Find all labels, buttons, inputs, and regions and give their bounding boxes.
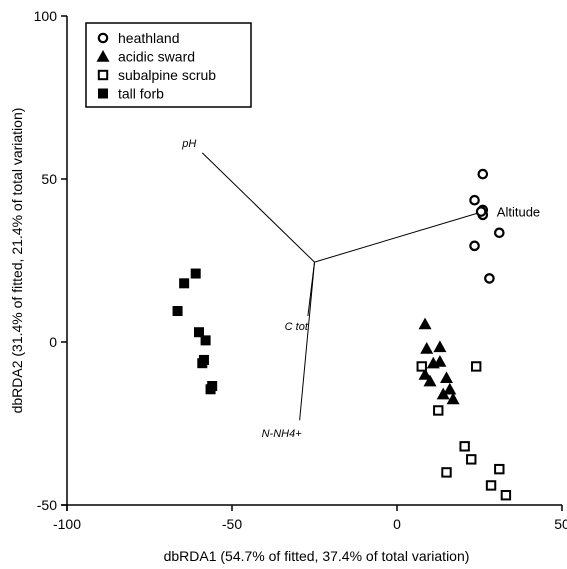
- y-tick-label: 0: [49, 334, 57, 350]
- point-heathland: [493, 227, 505, 239]
- point-subalpine-scrub: [441, 467, 452, 478]
- y-axis-title: dbRDA2 (31.4% of fitted, 21.4% of total …: [9, 108, 25, 414]
- point-acidic-sward: [440, 371, 453, 384]
- point-acidic-sward: [418, 317, 432, 330]
- x-tick-label: -50: [222, 516, 242, 532]
- point-tall-forb: [179, 278, 190, 289]
- vector-label: N-NH4+: [262, 428, 303, 440]
- point-subalpine-scrub: [500, 490, 512, 501]
- point-heathland: [484, 273, 495, 284]
- point-subalpine-scrub: [459, 441, 470, 452]
- legend-label: tall forb: [118, 86, 164, 102]
- y-tick-label: -50: [37, 497, 57, 513]
- point-tall-forb: [172, 306, 183, 317]
- x-tick-label: -100: [53, 516, 81, 532]
- point-acidic-sward: [423, 374, 437, 387]
- point-subalpine-scrub: [471, 361, 482, 372]
- legend-label: acidic sward: [118, 49, 195, 65]
- y-tick-label: 100: [34, 8, 58, 24]
- point-acidic-sward: [446, 392, 460, 405]
- point-heathland: [475, 206, 487, 217]
- point-tall-forb: [200, 335, 211, 346]
- point-subalpine-scrub: [466, 454, 477, 465]
- point-subalpine-scrub: [416, 361, 427, 372]
- point-subalpine-scrub: [494, 463, 505, 475]
- vector-label: Altitude: [497, 205, 540, 220]
- point-acidic-sward: [420, 342, 434, 354]
- legend-marker: [96, 50, 110, 62]
- point-tall-forb: [205, 384, 216, 395]
- vector-label: C tot: [285, 321, 309, 333]
- point-tall-forb: [190, 268, 201, 279]
- x-axis-title: dbRDA1 (54.7% of fitted, 37.4% of total …: [164, 548, 470, 564]
- legend-box: [85, 22, 252, 108]
- point-subalpine-scrub: [433, 405, 444, 416]
- x-tick-label: 50: [554, 516, 567, 532]
- point-tall-forb: [194, 327, 204, 338]
- point-acidic-sward: [436, 387, 450, 400]
- point-acidic-sward: [443, 382, 457, 395]
- point-heathland: [469, 194, 480, 206]
- point-heathland: [477, 168, 489, 180]
- point-acidic-sward: [426, 356, 440, 369]
- vector-line: [299, 262, 315, 421]
- point-acidic-sward: [433, 340, 447, 353]
- point-acidic-sward: [418, 368, 432, 380]
- axes: -50 0 50 100 -100 -50 0 50: [34, 8, 567, 532]
- legend-marker: [97, 69, 109, 81]
- data-points: [172, 168, 512, 501]
- legend-label: subalpine scrub: [118, 67, 216, 83]
- legend-marker: [97, 32, 109, 44]
- point-tall-forb: [197, 358, 208, 369]
- biplot-vectors: pH Altitude C tot N-NH4+: [181, 138, 540, 440]
- legend: heathland acidic sward subalpine scrub tall…: [85, 22, 252, 108]
- legend-marker: [98, 88, 108, 99]
- point-heathland: [469, 240, 480, 252]
- vector-line: [314, 211, 483, 263]
- legend-label: heathland: [118, 30, 180, 46]
- vector-label: pH: [181, 138, 196, 150]
- point-subalpine-scrub: [485, 480, 497, 491]
- vector-line: [201, 152, 315, 263]
- x-tick-label: 0: [393, 516, 401, 532]
- y-tick-label: 50: [41, 171, 57, 187]
